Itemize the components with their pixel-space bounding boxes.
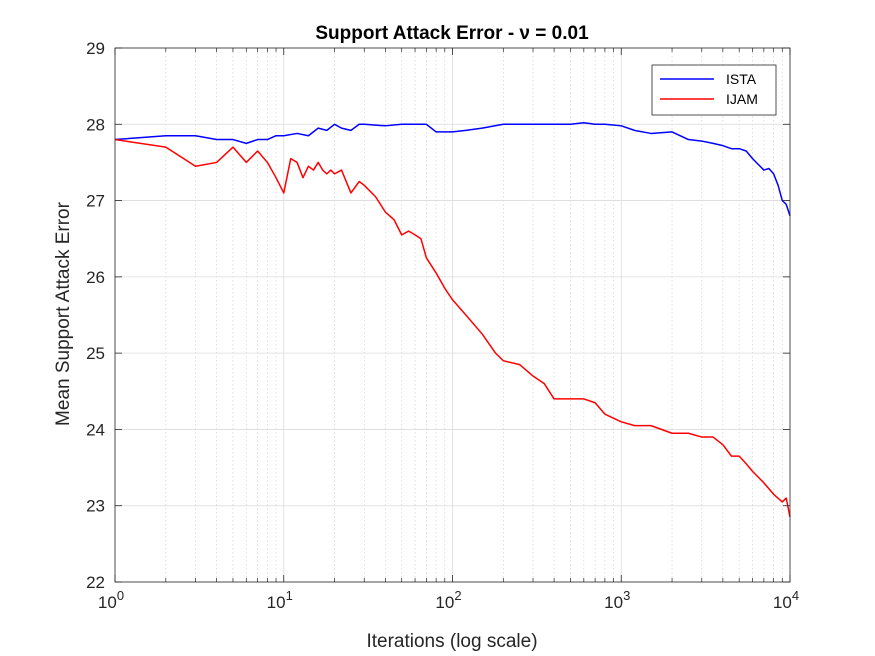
x-tick-base: 10 bbox=[604, 593, 623, 612]
legend-box bbox=[651, 64, 777, 116]
x-tick-exponent: 2 bbox=[454, 588, 461, 603]
x-tick-exponent: 3 bbox=[623, 588, 630, 603]
legend-label-ijam: IJAM bbox=[726, 91, 758, 107]
x-tick-base: 10 bbox=[98, 593, 117, 612]
x-tick-label: 100 bbox=[98, 588, 124, 612]
x-tick-label: 102 bbox=[435, 588, 461, 612]
y-axis-label: Mean Support Attack Error bbox=[53, 201, 74, 426]
x-tick-exponent: 4 bbox=[792, 588, 799, 603]
x-tick-base: 10 bbox=[267, 593, 286, 612]
x-tick-labels: 100 101 102 103 104 bbox=[98, 588, 799, 612]
y-tick-label: 29 bbox=[86, 39, 105, 58]
series-line-ista bbox=[114, 122, 791, 217]
x-tick-exponent: 1 bbox=[286, 588, 293, 603]
x-tick-label: 104 bbox=[773, 588, 799, 612]
legend-label-ista: ISTA bbox=[726, 71, 757, 87]
tick-marks bbox=[114, 47, 791, 583]
x-axis-label: Iterations (log scale) bbox=[366, 631, 537, 652]
chart-title: Support Attack Error - ν = 0.01 bbox=[315, 23, 589, 44]
y-tick-label: 26 bbox=[86, 268, 105, 287]
y-tick-labels: 22 23 24 25 26 27 28 29 bbox=[86, 39, 105, 592]
x-tick-label: 103 bbox=[604, 588, 630, 612]
y-tick-label: 28 bbox=[86, 115, 105, 134]
minor-grid bbox=[165, 48, 783, 582]
legend: ISTA IJAM bbox=[651, 64, 777, 116]
series-line-ijam bbox=[114, 138, 791, 518]
y-tick-label: 25 bbox=[86, 344, 105, 363]
y-tick-label: 27 bbox=[86, 192, 105, 211]
y-tick-label: 24 bbox=[86, 420, 105, 439]
x-tick-base: 10 bbox=[773, 593, 792, 612]
x-tick-base: 10 bbox=[435, 593, 454, 612]
x-tick-exponent: 0 bbox=[117, 588, 124, 603]
x-tick-label: 101 bbox=[267, 588, 293, 612]
y-tick-label: 22 bbox=[86, 573, 105, 592]
y-tick-label: 23 bbox=[86, 497, 105, 516]
series-layer bbox=[114, 122, 791, 518]
